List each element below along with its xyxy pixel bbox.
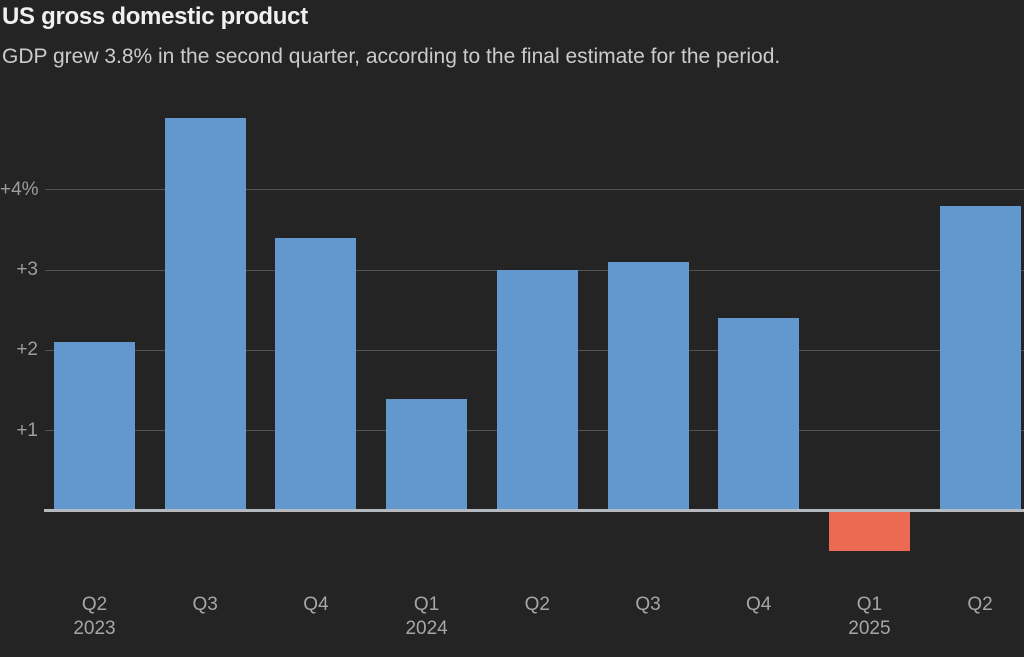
y-axis-tick-label: +1 xyxy=(16,419,38,441)
bar-q2 xyxy=(496,270,578,511)
bar-q4 xyxy=(275,237,357,511)
bar-q3 xyxy=(607,262,689,511)
x-axis-tick-label-quarter: Q4 xyxy=(303,594,329,615)
x-axis-tick-label-quarter: Q1 xyxy=(413,594,440,615)
x-axis-tick-label-quarter: Q2 xyxy=(81,594,108,615)
bar-q1-2024 xyxy=(386,398,468,511)
x-axis-tick-label-quarter: Q4 xyxy=(746,594,772,615)
bar-q4 xyxy=(718,318,800,511)
x-axis-tick-label-quarter: Q2 xyxy=(524,594,550,615)
zero-baseline xyxy=(44,509,1024,512)
bar-q3 xyxy=(164,117,246,511)
chart-title: US gross domestic product xyxy=(2,3,308,30)
gridline-4 xyxy=(45,189,1024,191)
bar-q1-2025 xyxy=(828,511,910,552)
x-axis-tick-label-year: 2025 xyxy=(848,618,891,639)
bar-q2 xyxy=(939,205,1021,511)
bar-q2-2023 xyxy=(54,342,135,511)
x-axis-tick-label-year: 2023 xyxy=(73,618,116,639)
x-axis-tick-label-quarter: Q2 xyxy=(967,594,993,615)
chart-subtitle: GDP grew 3.8% in the second quarter, acc… xyxy=(2,45,781,68)
x-axis-tick-label-quarter: Q3 xyxy=(192,594,218,615)
y-axis-tick-label: +4% xyxy=(0,178,39,200)
y-axis-tick-label: +3 xyxy=(16,259,38,281)
x-axis-tick-label-quarter: Q1 xyxy=(856,594,883,615)
x-axis-tick-label-year: 2024 xyxy=(405,618,448,639)
x-axis-tick-label-quarter: Q3 xyxy=(635,594,661,615)
y-axis-tick-label: +2 xyxy=(16,339,38,361)
